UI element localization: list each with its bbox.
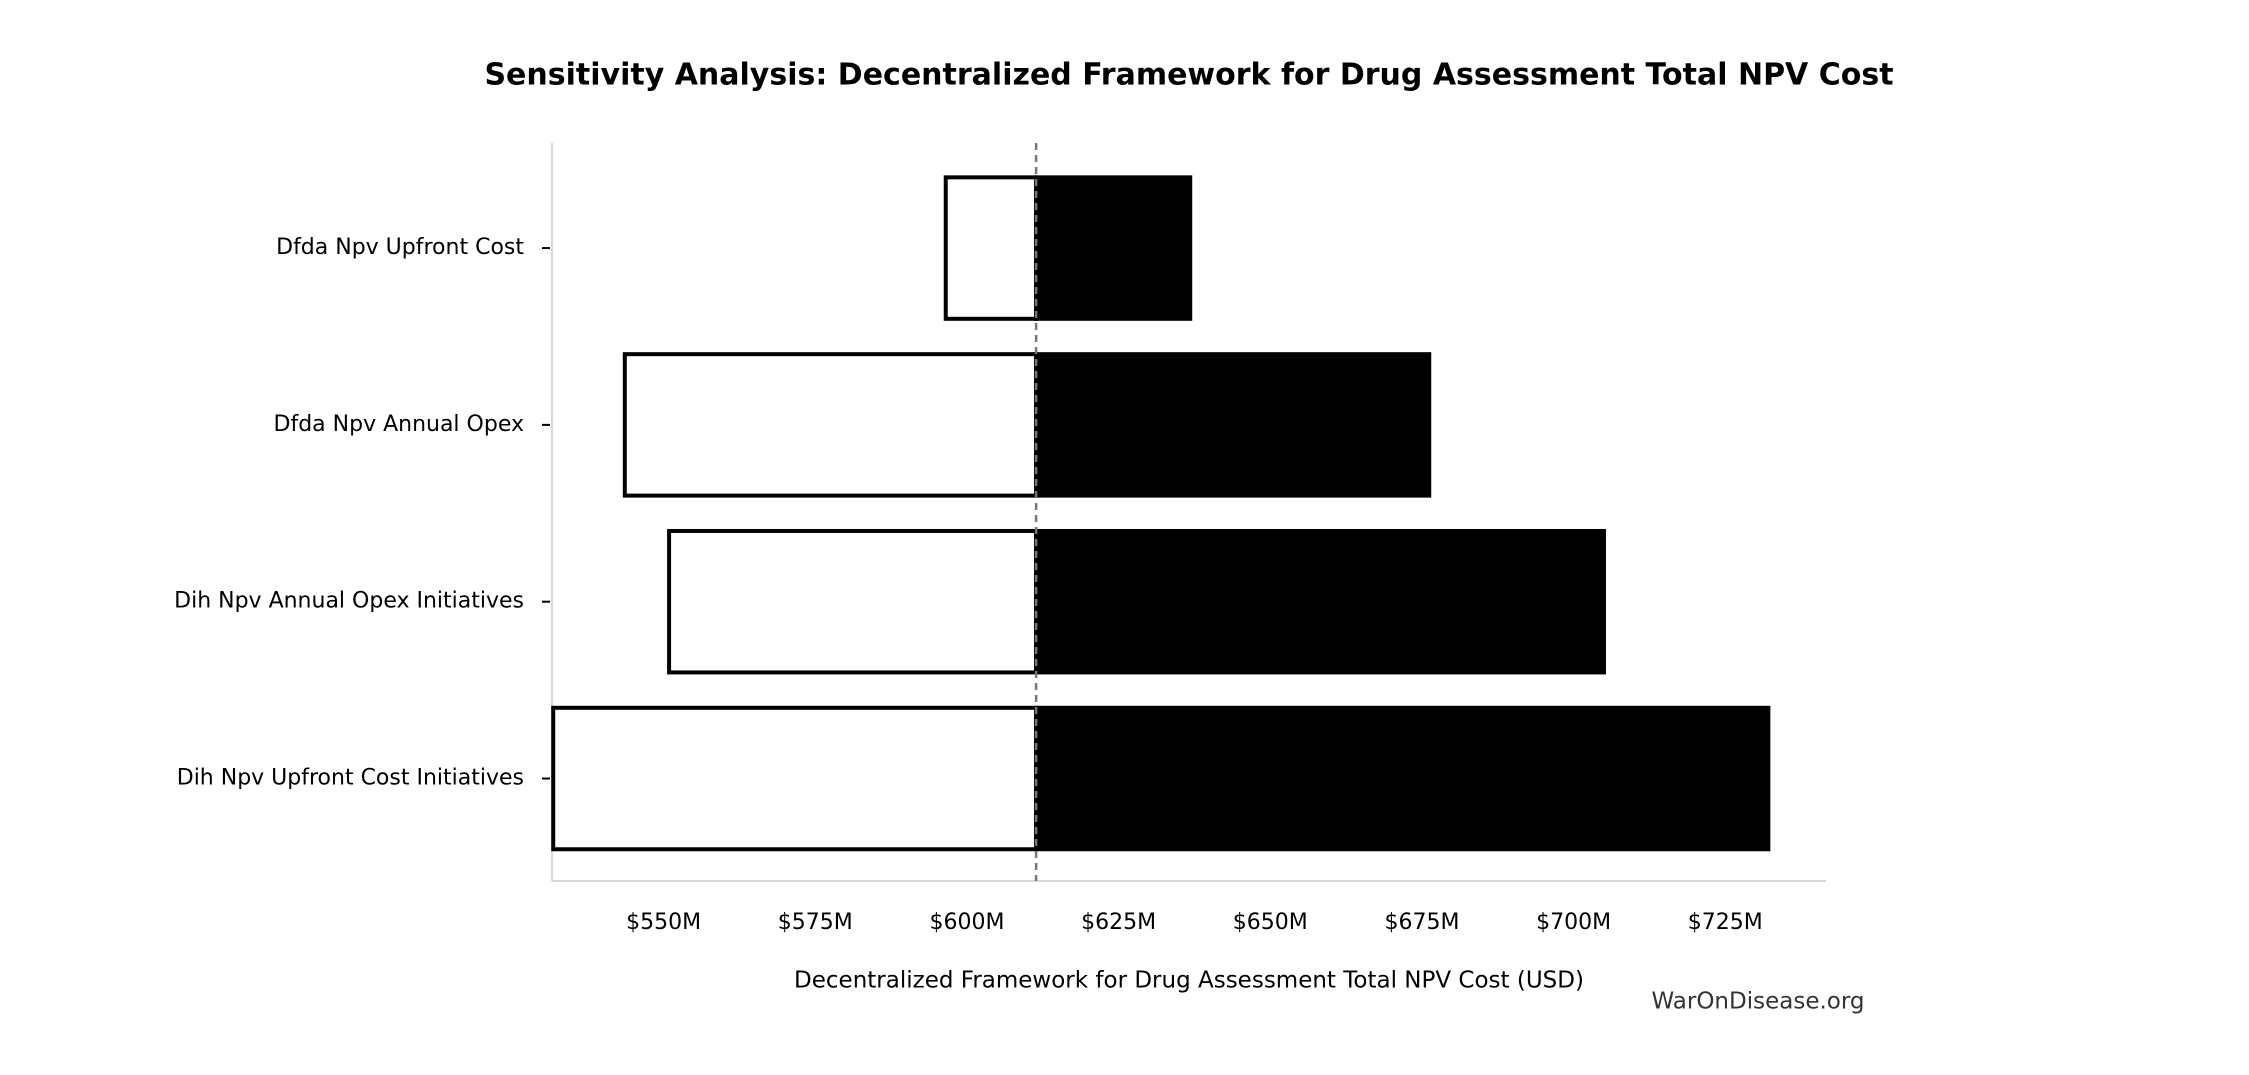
x-axis-label: Decentralized Framework for Drug Assessm… (794, 968, 1584, 994)
high-bar (1034, 175, 1193, 321)
y-tick-label: Dih Npv Upfront Cost Initiatives (177, 766, 524, 791)
high-bar (1034, 352, 1432, 498)
low-bar (551, 705, 1039, 852)
x-tick-label: $650M (1233, 910, 1308, 935)
high-bar (1034, 705, 1771, 852)
watermark: WarOnDisease.org (1652, 989, 1865, 1015)
low-bar (943, 175, 1039, 321)
x-tick-label: $600M (929, 910, 1004, 935)
x-tick-label: $550M (626, 910, 701, 935)
chart-title: Sensitivity Analysis: Decentralized Fram… (484, 58, 1893, 93)
y-tick-label: Dih Npv Annual Opex Initiatives (174, 589, 524, 614)
y-tick-label: Dfda Npv Annual Opex (274, 412, 524, 437)
x-tick-label: $625M (1081, 910, 1156, 935)
x-tick-label: $675M (1384, 910, 1459, 935)
low-bar (667, 528, 1039, 675)
low-bar (622, 352, 1039, 498)
x-tick-label: $725M (1688, 910, 1763, 935)
y-tick-label: Dfda Npv Upfront Cost (276, 235, 524, 260)
high-bar (1034, 528, 1606, 675)
x-tick-label: $700M (1536, 910, 1611, 935)
x-tick-label: $575M (778, 910, 853, 935)
